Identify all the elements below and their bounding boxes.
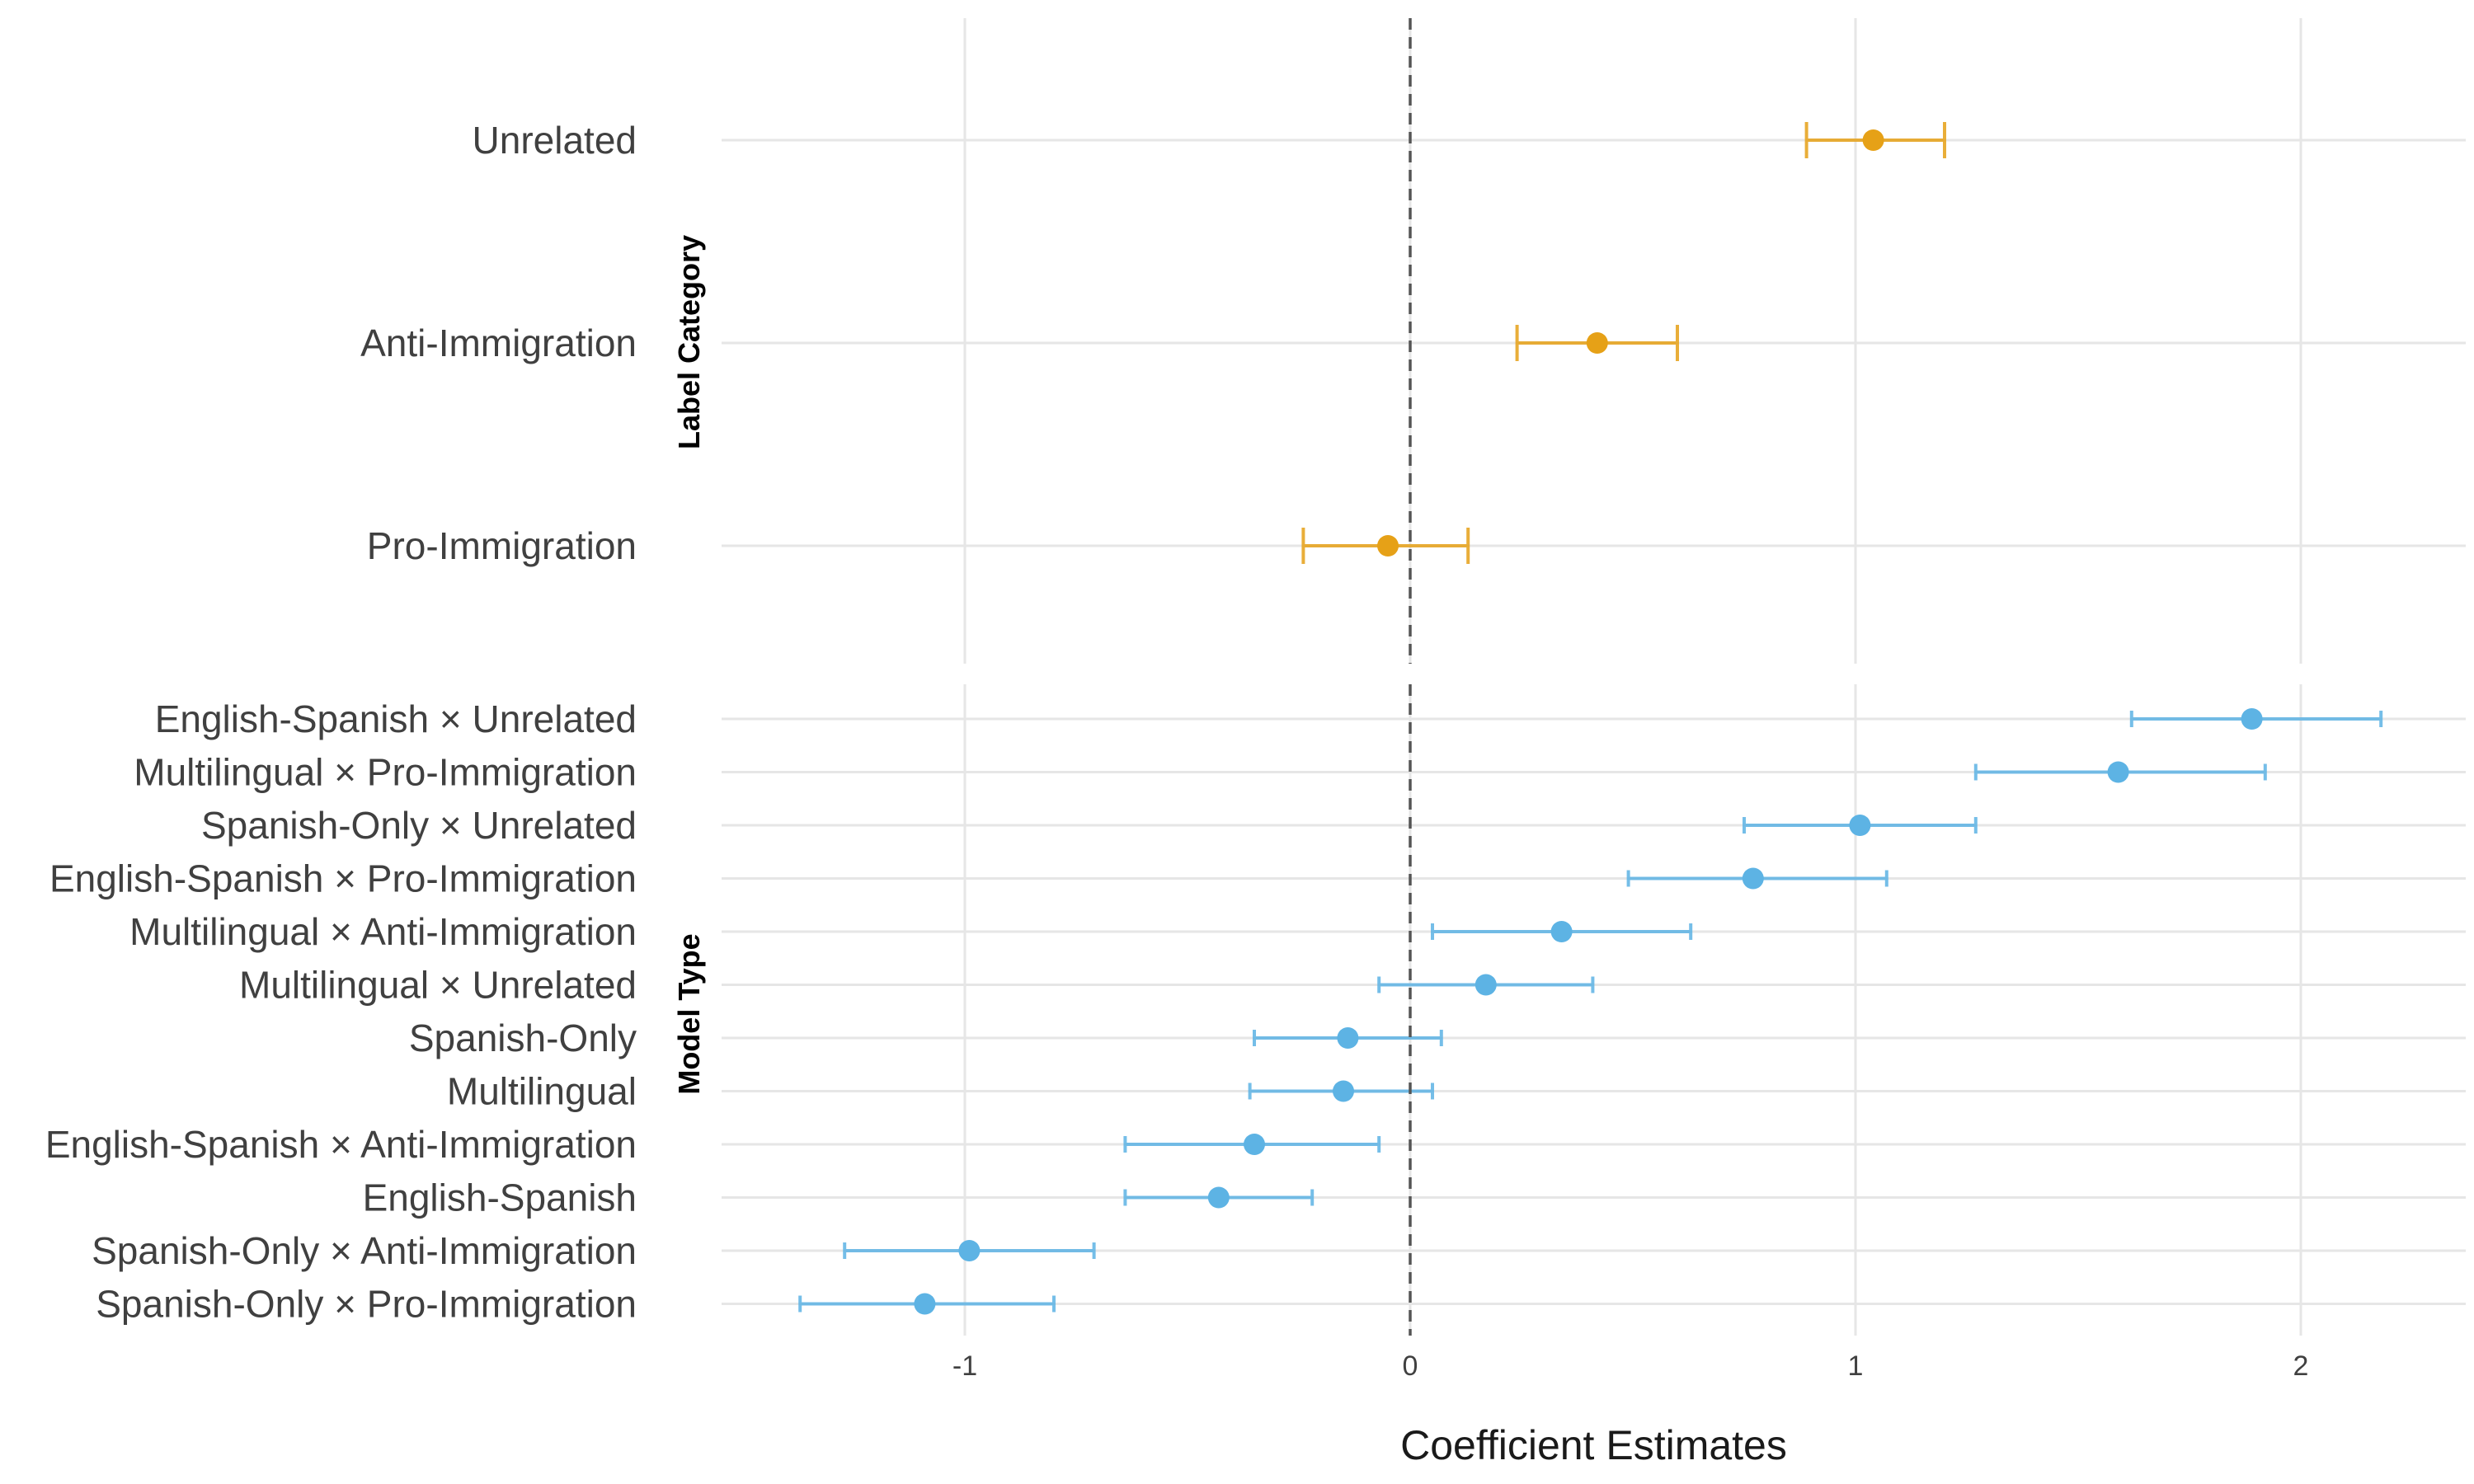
row-label: Anti-Immigration bbox=[360, 322, 637, 364]
facet-title: Label Category bbox=[672, 235, 706, 449]
x-tick-label: 2 bbox=[2293, 1350, 2309, 1382]
estimate-point bbox=[1333, 1080, 1354, 1102]
estimate-point bbox=[914, 1293, 936, 1315]
row-label: Pro-Immigration bbox=[367, 524, 637, 567]
row-label: Spanish-Only × Unrelated bbox=[201, 804, 637, 847]
row-label: English-Spanish bbox=[363, 1176, 637, 1219]
estimate-point bbox=[1207, 1186, 1230, 1209]
row-label: English-Spanish × Pro-Immigration bbox=[49, 857, 637, 900]
estimate-point bbox=[1244, 1134, 1265, 1155]
estimate-point bbox=[1377, 535, 1399, 556]
x-tick-label: 1 bbox=[1848, 1350, 1864, 1382]
facet-title: Model Type bbox=[672, 933, 706, 1094]
row-label: English-Spanish × Unrelated bbox=[155, 697, 637, 740]
row-label: Spanish-Only × Anti-Immigration bbox=[92, 1229, 637, 1272]
estimate-point bbox=[1550, 921, 1573, 942]
x-tick-label: -1 bbox=[952, 1350, 977, 1382]
facet-model-type: Model Type English-Spanish × Unrelated Mul… bbox=[45, 684, 2466, 1336]
row-label: Multilingual bbox=[447, 1070, 637, 1113]
x-axis-title: Coefficient Estimates bbox=[1400, 1422, 1787, 1468]
estimate-point bbox=[1742, 867, 1764, 890]
estimate-point bbox=[1337, 1027, 1359, 1049]
row-label: Spanish-Only bbox=[409, 1017, 637, 1059]
row-label: Unrelated bbox=[473, 119, 637, 162]
estimate-point bbox=[958, 1240, 981, 1261]
estimate-point bbox=[1862, 129, 1884, 151]
row-label: English-Spanish × Anti-Immigration bbox=[45, 1123, 637, 1166]
row-label: Multilingual × Anti-Immigration bbox=[129, 910, 637, 953]
estimate-point bbox=[1475, 974, 1497, 996]
estimate-point bbox=[2241, 708, 2263, 730]
x-axis-ticks: -1 0 1 2 bbox=[952, 1350, 2309, 1382]
row-label: Multilingual × Pro-Immigration bbox=[134, 751, 637, 794]
row-label: Spanish-Only × Pro-Immigration bbox=[96, 1283, 637, 1326]
x-tick-label: 0 bbox=[1403, 1350, 1418, 1382]
estimate-point bbox=[1849, 815, 1871, 836]
estimate-point bbox=[2107, 761, 2129, 783]
facet-label-category: Label Category Unrelated Anti-Immigration P… bbox=[360, 18, 2466, 664]
row-label: Multilingual × Unrelated bbox=[239, 964, 637, 1007]
estimate-point bbox=[1586, 332, 1608, 354]
